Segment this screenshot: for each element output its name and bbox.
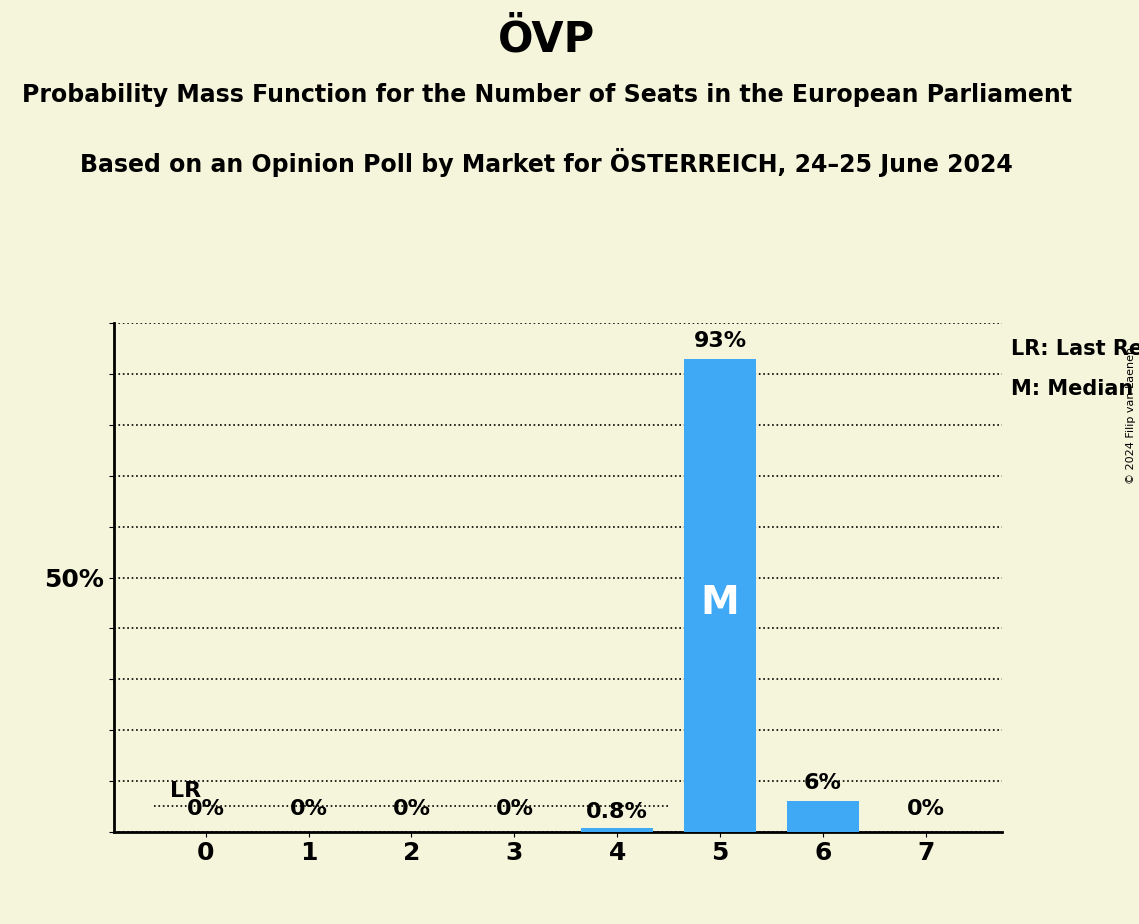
Bar bbox=[685, 359, 756, 832]
Text: ÖVP: ÖVP bbox=[498, 18, 596, 60]
Text: M: M bbox=[700, 584, 739, 622]
Text: Based on an Opinion Poll by Market for ÖSTERREICH, 24–25 June 2024: Based on an Opinion Poll by Market for Ö… bbox=[81, 148, 1013, 176]
Bar bbox=[581, 828, 654, 832]
Text: 0%: 0% bbox=[907, 799, 945, 819]
Text: © 2024 Filip van Laenen: © 2024 Filip van Laenen bbox=[1126, 347, 1136, 484]
Text: M: Median: M: Median bbox=[1011, 379, 1133, 399]
Text: Probability Mass Function for the Number of Seats in the European Parliament: Probability Mass Function for the Number… bbox=[22, 83, 1072, 107]
Text: LR: Last Result: LR: Last Result bbox=[1011, 338, 1139, 359]
Text: 0%: 0% bbox=[495, 799, 533, 819]
Text: LR: LR bbox=[170, 781, 200, 801]
Text: 0%: 0% bbox=[393, 799, 431, 819]
Text: 6%: 6% bbox=[804, 773, 842, 794]
Text: 93%: 93% bbox=[694, 332, 747, 351]
Text: 0.8%: 0.8% bbox=[587, 802, 648, 822]
Bar bbox=[787, 801, 859, 832]
Text: 0%: 0% bbox=[289, 799, 328, 819]
Text: 0%: 0% bbox=[187, 799, 224, 819]
